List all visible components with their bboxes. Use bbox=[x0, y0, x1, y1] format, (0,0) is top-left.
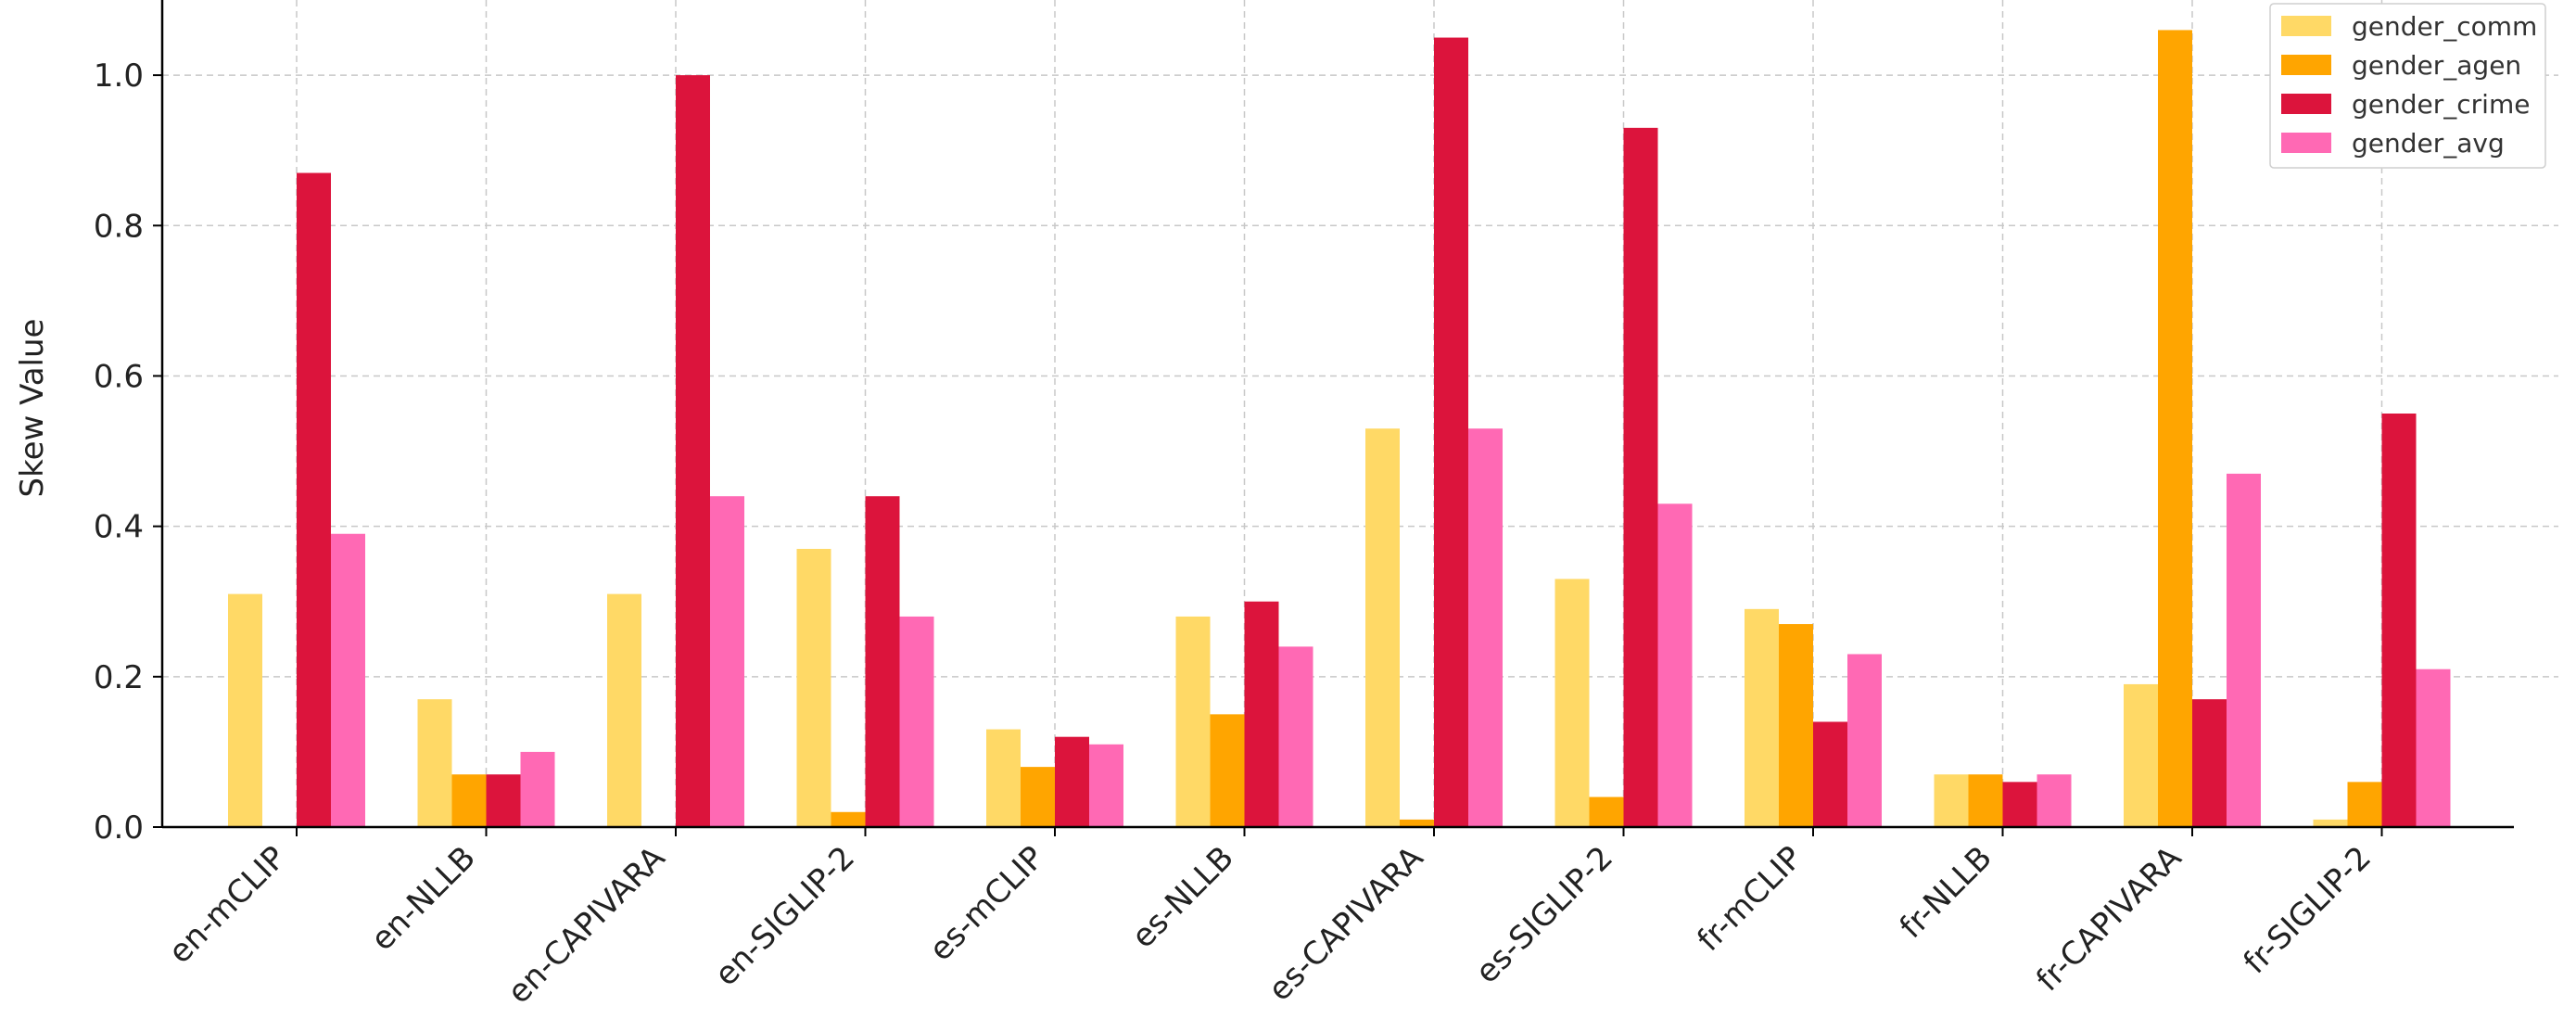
x-tick-label: fr-CAPIVARA bbox=[2029, 839, 2189, 999]
bar-gender_avg bbox=[1468, 428, 1503, 827]
bar-gender_avg bbox=[1657, 503, 1693, 827]
y-tick-label: 0.6 bbox=[94, 358, 144, 395]
y-tick-label: 0.0 bbox=[94, 809, 144, 847]
legend-swatch-gender_agen bbox=[2281, 55, 2331, 75]
bar-gender_agen bbox=[1210, 714, 1245, 827]
bar-gender_agen bbox=[1021, 767, 1055, 827]
y-tick-label: 0.2 bbox=[94, 659, 144, 696]
bar-gender_crime bbox=[1055, 736, 1089, 827]
bar-gender_agen bbox=[2347, 782, 2382, 827]
legend-items: gender_comm gender_agen gender_crimegender… bbox=[2281, 11, 2537, 159]
bar-gender_crime bbox=[1434, 37, 1468, 827]
bar-gender_comm bbox=[1175, 616, 1211, 827]
bar-gender_comm bbox=[796, 548, 831, 827]
y-tick-label: 1.0 bbox=[94, 57, 144, 95]
bar-gender_crime bbox=[1623, 127, 1658, 827]
bar-gender_avg bbox=[1278, 646, 1313, 827]
x-tick-label: en-SIGLIP-2 bbox=[707, 839, 861, 993]
bar-gender_comm bbox=[417, 699, 452, 827]
x-tick-label: es-CAPIVARA bbox=[1262, 839, 1431, 1009]
bar-gender_avg bbox=[2416, 669, 2451, 827]
legend-label-gender_agen: gender_agen bbox=[2352, 50, 2521, 81]
x-tick-label: en-CAPIVARA bbox=[501, 839, 672, 1011]
bar-gender_crime bbox=[1813, 721, 1847, 827]
bar-gender_agen bbox=[1400, 819, 1434, 827]
bar-gender_avg bbox=[2227, 473, 2261, 827]
bar-gender_avg bbox=[1847, 654, 1882, 827]
x-tick-labels: en-mCLIP en-NLLB en-CAPIVARA en-SIGLIP-2 es-… bbox=[161, 827, 2383, 1011]
x-tick-label: en-mCLIP bbox=[161, 839, 293, 971]
bar-gender_agen bbox=[1589, 796, 1624, 827]
legend: gender_comm gender_agen gender_crimegender… bbox=[2269, 3, 2546, 169]
legend-label-gender_crime: gender_crime bbox=[2352, 89, 2530, 120]
bar-gender_crime bbox=[2381, 414, 2417, 827]
bar-gender_avg bbox=[331, 533, 365, 827]
y-tick-label: 0.8 bbox=[94, 208, 144, 245]
legend-swatch-gender_comm bbox=[2281, 16, 2331, 36]
x-tick-label: fr-NLLB bbox=[1893, 839, 1999, 946]
bar-gender_comm bbox=[1554, 579, 1590, 827]
bar-gender_comm bbox=[607, 593, 641, 827]
y-axis-title: Skew Value bbox=[14, 319, 51, 498]
legend-box bbox=[2269, 3, 2546, 169]
x-tick-label: es-NLLB bbox=[1124, 839, 1241, 956]
x-tick-label: fr-SIGLIP-2 bbox=[2237, 839, 2379, 981]
bar-gender_avg bbox=[1089, 744, 1123, 827]
bar-gender_agen bbox=[451, 774, 487, 827]
bar-gender_comm bbox=[2124, 683, 2158, 827]
x-tick-label: fr-mCLIP bbox=[1690, 839, 1809, 959]
bar-gender_avg bbox=[710, 496, 744, 827]
x-tick-label: es-mCLIP bbox=[922, 839, 1051, 968]
bar-gender_crime bbox=[1244, 601, 1279, 827]
x-tick-label: es-SIGLIP-2 bbox=[1468, 839, 1620, 991]
bar-gender_avg bbox=[2037, 774, 2072, 827]
bar-gender_crime bbox=[676, 75, 710, 827]
bar-gender_comm bbox=[2313, 819, 2348, 827]
bar-gender_comm bbox=[1934, 774, 1969, 827]
bar-gender_agen bbox=[831, 811, 866, 827]
bar-gender_agen bbox=[2158, 30, 2192, 828]
y-tick-labels: 0.0 0.2 0.4 0.6 0.8 1.0 bbox=[94, 57, 162, 847]
bar-gender_crime bbox=[865, 496, 900, 827]
legend-swatch-gender_avg bbox=[2281, 133, 2331, 153]
bar-gender_crime bbox=[2002, 782, 2037, 827]
bar-gender_comm bbox=[1365, 428, 1400, 827]
x-tick-label: en-NLLB bbox=[364, 839, 483, 958]
bar-gender_crime bbox=[297, 172, 331, 827]
bar-gender_avg bbox=[520, 751, 555, 827]
axes bbox=[160, 0, 2514, 829]
bar-gender_avg bbox=[899, 616, 934, 827]
bar-gender_comm bbox=[1745, 608, 1779, 827]
bars bbox=[228, 30, 2451, 828]
legend-label-gender_comm: gender_comm bbox=[2352, 11, 2537, 42]
bar-gender_crime bbox=[486, 774, 521, 827]
bar-gender_agen bbox=[1968, 774, 2003, 827]
bar-gender_agen bbox=[1779, 624, 1813, 827]
legend-label-gender_avg: gender_avg bbox=[2352, 128, 2505, 159]
y-tick-label: 0.4 bbox=[94, 509, 144, 546]
bar-gender_crime bbox=[2192, 699, 2227, 827]
bar-gender_comm bbox=[986, 729, 1021, 827]
bar-gender_comm bbox=[228, 593, 262, 827]
legend-swatch-gender_crime bbox=[2281, 94, 2331, 114]
